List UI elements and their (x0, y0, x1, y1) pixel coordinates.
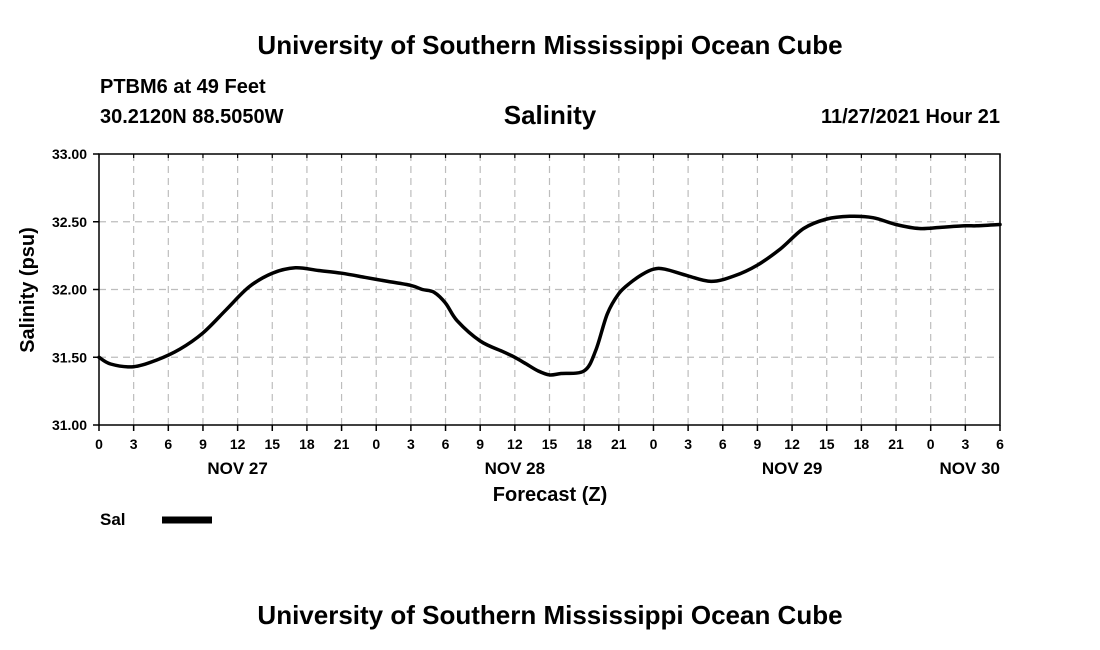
y-tick-label: 32.50 (52, 214, 87, 230)
station-label: PTBM6 at 49 Feet (100, 76, 266, 98)
x-tick-label: 12 (784, 436, 800, 452)
x-tick-label: 0 (650, 436, 658, 452)
x-tick-label: 21 (888, 436, 904, 452)
axis-ticks (93, 153, 1001, 431)
x-tick-label: 6 (442, 436, 450, 452)
x-tick-label: 15 (819, 436, 835, 452)
x-tick-label: 18 (576, 436, 592, 452)
x-tick-label: 6 (719, 436, 727, 452)
x-tick-label: 6 (996, 436, 1004, 452)
grid-lines (99, 154, 1000, 425)
day-labels: NOV 27 NOV 28 NOV 29 NOV 30 (207, 459, 1000, 478)
x-tick-label: 6 (164, 436, 172, 452)
series-line-sal (97, 214, 1002, 377)
day-label: NOV 28 (485, 459, 545, 478)
x-tick-label: 0 (95, 436, 103, 452)
x-tick-label: 21 (334, 436, 350, 452)
x-tick-label: 3 (407, 436, 415, 452)
day-label: NOV 29 (762, 459, 822, 478)
x-tick-label: 9 (199, 436, 207, 452)
x-tick-label: 12 (507, 436, 523, 452)
y-tick-label: 31.50 (52, 349, 87, 365)
x-tick-label: 9 (476, 436, 484, 452)
y-tick-label: 31.00 (52, 417, 87, 433)
chart-title: Salinity (503, 100, 597, 130)
x-tick-label: 15 (542, 436, 558, 452)
x-tick-label: 9 (754, 436, 762, 452)
x-tick-label: 3 (684, 436, 692, 452)
plot-frame (98, 153, 1001, 426)
x-tick-label: 18 (854, 436, 870, 452)
day-label: NOV 30 (940, 459, 1000, 478)
bottom-title: University of Southern Mississippi Ocean… (257, 600, 843, 630)
top-title: University of Southern Mississippi Ocean… (257, 30, 843, 60)
y-tick-labels: 31.00 31.50 32.00 32.50 33.00 (52, 146, 87, 433)
y-tick-label: 33.00 (52, 146, 87, 162)
x-tick-labels: 0 3 6 9 12 15 18 21 0 3 6 9 12 15 18 21 0 3 6 9 12 15 18 21 0 3 6 (95, 436, 1004, 452)
x-axis-label: Forecast (Z) (493, 484, 607, 506)
x-tick-label: 15 (264, 436, 280, 452)
x-tick-label: 0 (927, 436, 935, 452)
coordinates-label: 30.2120N 88.5050W (100, 106, 284, 128)
x-tick-label: 3 (961, 436, 969, 452)
x-tick-label: 3 (130, 436, 138, 452)
datetime-label: 11/27/2021 Hour 21 (820, 106, 1000, 128)
y-tick-label: 32.00 (52, 282, 87, 298)
y-axis-label: Salinity (psu) (17, 227, 39, 353)
legend-label: Sal (100, 510, 126, 529)
x-tick-label: 0 (372, 436, 380, 452)
x-tick-label: 21 (611, 436, 627, 452)
x-tick-label: 18 (299, 436, 315, 452)
x-tick-label: 12 (230, 436, 246, 452)
day-label: NOV 27 (207, 459, 267, 478)
